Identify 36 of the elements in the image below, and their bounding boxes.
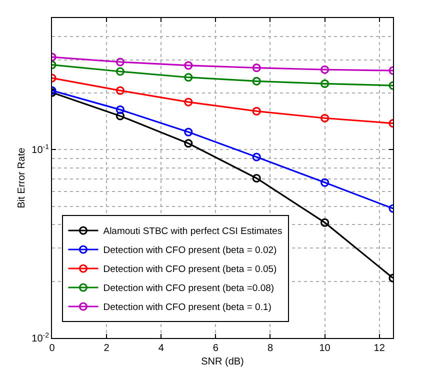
- x-tick-label: 4: [158, 343, 164, 354]
- legend-label: Detection with CFO present (beta = 0.1): [103, 302, 272, 314]
- point: [184, 73, 193, 82]
- legend-label: Detection with CFO present (beta =0.08): [103, 283, 274, 294]
- point: [116, 86, 124, 95]
- point: [252, 152, 261, 162]
- x-tick-label: 10: [319, 343, 331, 354]
- x-tick-label: 12: [374, 343, 386, 354]
- x-tick-label: 2: [104, 343, 110, 354]
- point: [116, 58, 124, 66]
- point: [320, 79, 330, 88]
- point: [116, 112, 124, 120]
- point: [320, 218, 330, 227]
- point: [252, 174, 261, 183]
- point: [184, 139, 193, 148]
- y-tick-label: 10$^{-1}$: [32, 144, 50, 156]
- point: [252, 76, 261, 86]
- x-tick-label: 8: [267, 343, 274, 354]
- x-tick-label: 0: [49, 343, 56, 354]
- y-axis-title: Bit Error Rate: [16, 147, 28, 208]
- x-tick-label: 6: [212, 343, 219, 354]
- point: [320, 114, 330, 122]
- point: [184, 61, 193, 70]
- legend-label: Detection with CFO present (beta = 0.05): [103, 264, 277, 276]
- y-tick-label: 10$^{-2}$: [32, 332, 50, 344]
- x-axis-title: SNR (dB): [201, 356, 244, 368]
- point: [252, 64, 261, 72]
- point: [116, 105, 124, 114]
- point: [320, 178, 330, 187]
- legend-label: Detection with CFO present (beta = 0.02): [103, 245, 277, 256]
- point: [116, 67, 124, 76]
- point: [320, 65, 330, 74]
- point: [184, 128, 193, 136]
- point: [252, 106, 261, 116]
- point: [184, 98, 193, 106]
- legend-label: Alamouti STBC with perfect CSI Estimates: [103, 226, 282, 238]
